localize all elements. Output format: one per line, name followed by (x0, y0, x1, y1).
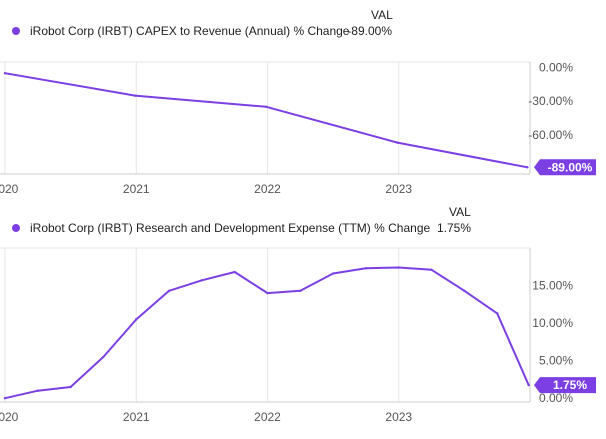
data-point (135, 318, 138, 321)
data-point (364, 267, 368, 270)
x-tick-label: 2021 (123, 182, 150, 196)
x-tick-label: 2022 (254, 410, 281, 424)
data-point (200, 279, 204, 282)
y-tick-label: 15.00% (532, 279, 573, 293)
legend-value: 1.75% (436, 221, 471, 235)
data-point (463, 289, 466, 293)
chart-panel-rnd: iRobot Corp (IRBT) Research and Developm… (0, 205, 606, 439)
data-point (167, 289, 171, 293)
data-point (331, 272, 335, 275)
x-tick-label: 2022 (254, 182, 281, 196)
data-point (102, 355, 105, 359)
legend-rnd: iRobot Corp (IRBT) Research and Developm… (0, 205, 606, 245)
y-tick-label: 0.00% (539, 61, 573, 75)
legend-value: -89.00% (347, 24, 392, 38)
y-tick-label: 0.00% (539, 391, 573, 405)
series-line (4, 72, 528, 169)
x-tick-label: 2021 (123, 410, 150, 424)
current-value-badge (534, 159, 596, 176)
legend-dot-icon (12, 27, 20, 35)
data-point (495, 312, 499, 315)
data-point (133, 94, 137, 97)
data-point (526, 166, 529, 169)
x-tick-label: 2023 (385, 182, 412, 196)
legend-dot-icon (12, 224, 20, 232)
chart-panel-capex: iRobot Corp (IRBT) CAPEX to Revenue (Ann… (0, 0, 606, 205)
data-point (3, 72, 7, 75)
data-point (264, 105, 268, 109)
data-point (396, 141, 399, 144)
data-point (430, 268, 433, 271)
y-tick-label: 5.00% (539, 354, 573, 368)
data-point (527, 383, 530, 387)
legend-capex: iRobot Corp (IRBT) CAPEX to Revenue (Ann… (0, 0, 606, 40)
y-tick-label: 10.00% (532, 316, 573, 330)
legend-series-name: iRobot Corp (IRBT) CAPEX to Revenue (Ann… (30, 24, 350, 38)
data-point (233, 270, 236, 274)
legend-val-header: VAL (371, 8, 393, 22)
data-point (397, 266, 400, 269)
current-value-label: -89.00% (548, 160, 593, 174)
data-point (299, 289, 302, 293)
legend-series-name: iRobot Corp (IRBT) Research and Developm… (30, 221, 431, 235)
current-value-label: 1.75% (553, 378, 587, 392)
y-tick-label: -30.00% (528, 94, 573, 108)
legend-val-header: VAL (449, 205, 471, 219)
series-line (4, 266, 530, 400)
x-tick-label: 2023 (385, 410, 412, 424)
y-tick-label: -60.00% (528, 128, 573, 142)
data-point (69, 385, 72, 389)
data-point (36, 389, 40, 392)
data-point (266, 291, 269, 295)
current-value-badge (534, 377, 596, 394)
data-point (3, 397, 7, 400)
